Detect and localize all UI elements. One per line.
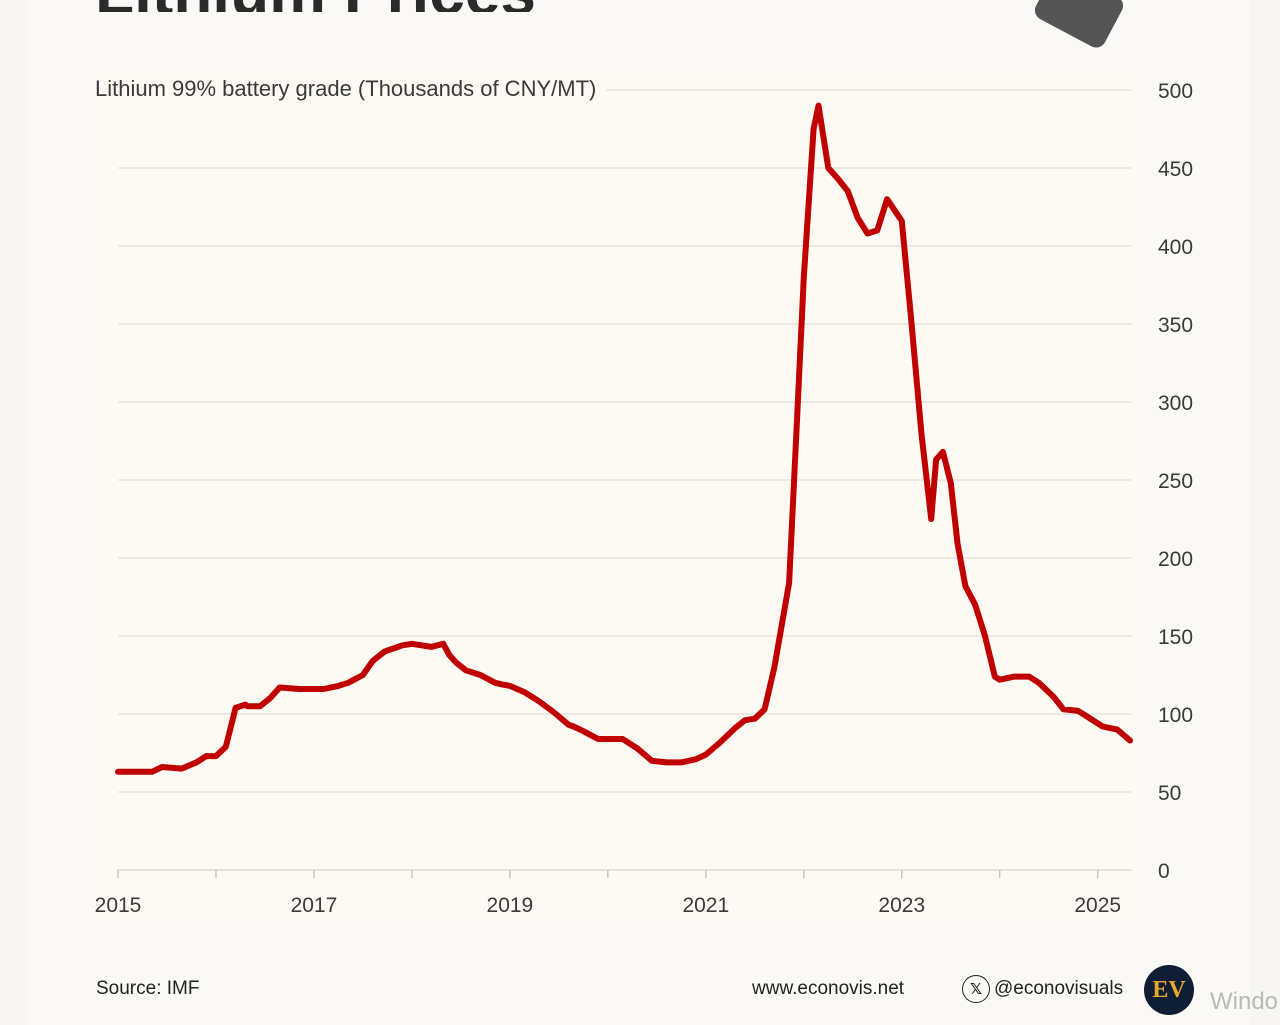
x-tick-label-2017: 2017: [291, 894, 338, 917]
series-line-0: [115, 102, 1133, 775]
y-tick-label-100: 100: [1158, 704, 1193, 727]
y-tick-label-0: 0: [1158, 860, 1170, 883]
brand-logo: EV: [1144, 965, 1194, 1015]
headline-fragment: Lithium Prices: [95, 0, 536, 12]
x-tick-label-2025: 2025: [1074, 894, 1121, 917]
website-link[interactable]: www.econovis.net: [752, 978, 905, 999]
social-handle-text: @econovisuals: [994, 978, 1124, 999]
y-tick-label-350: 350: [1158, 314, 1193, 337]
source-note: Source: IMF: [96, 978, 200, 999]
x-tick-label-2021: 2021: [682, 894, 729, 917]
x-tick-label-2023: 2023: [878, 894, 925, 917]
y-tick-label-500: 500: [1158, 80, 1193, 103]
y-tick-label-400: 400: [1158, 236, 1193, 259]
social-handle[interactable]: 𝕏 @econovisuals: [962, 975, 1123, 1003]
y-tick-label-50: 50: [1158, 782, 1181, 805]
y-axis-label: Lithium 99% battery grade (Thousands of …: [95, 76, 607, 102]
plot-area: [86, 76, 1136, 922]
y-tick-label-300: 300: [1158, 392, 1193, 415]
y-tick-label-200: 200: [1158, 548, 1193, 571]
x-logo-icon: 𝕏: [962, 975, 990, 1003]
x-tick-label-2019: 2019: [487, 894, 534, 917]
os-watermark: Windo: [1210, 988, 1279, 1015]
x-tick-label-2015: 2015: [95, 894, 142, 917]
y-tick-label-150: 150: [1158, 626, 1193, 649]
y-tick-label-250: 250: [1158, 470, 1193, 493]
y-tick-label-450: 450: [1158, 158, 1193, 181]
